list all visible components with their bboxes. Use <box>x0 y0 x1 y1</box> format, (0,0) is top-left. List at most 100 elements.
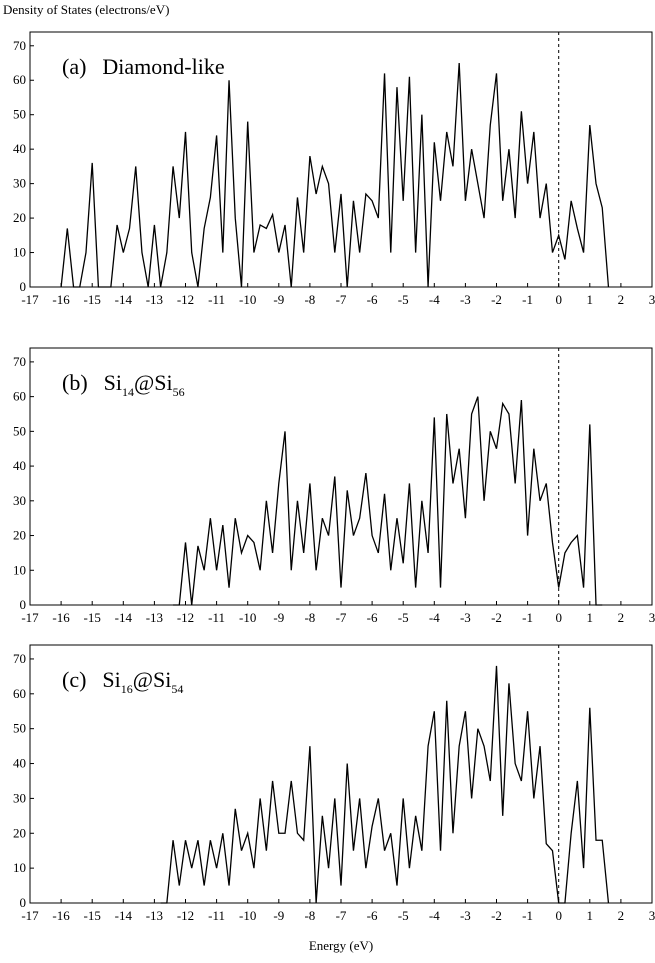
x-tick-label: -11 <box>208 610 225 625</box>
x-tick-label: -3 <box>460 292 471 307</box>
dos-line <box>60 62 610 288</box>
formula-subscript: 14 <box>122 385 134 399</box>
x-tick-label: -3 <box>460 908 471 923</box>
y-tick-label: 70 <box>13 651 26 666</box>
x-tick-label: -11 <box>208 908 225 923</box>
x-tick-label: -11 <box>208 292 225 307</box>
x-tick-label: -1 <box>522 908 533 923</box>
formula-part: @Si <box>133 667 172 692</box>
x-tick-label: -2 <box>491 610 502 625</box>
panel-id: (b) <box>62 370 88 395</box>
x-tick-label: -15 <box>84 292 101 307</box>
x-tick-label: -2 <box>491 908 502 923</box>
y-tick-label: 40 <box>13 141 26 156</box>
x-tick-label: -13 <box>146 610 163 625</box>
x-tick-label: 2 <box>618 908 625 923</box>
y-tick-label: 70 <box>13 38 26 53</box>
x-tick-label: -16 <box>52 908 70 923</box>
y-tick-label: 60 <box>13 72 26 87</box>
formula-subscript: 56 <box>173 385 185 399</box>
formula-part: Si <box>104 370 122 395</box>
x-tick-label: -5 <box>398 908 409 923</box>
x-tick-label: -16 <box>52 292 70 307</box>
y-tick-label: 0 <box>20 279 27 294</box>
x-tick-label: -8 <box>304 610 315 625</box>
formula-subscript: 16 <box>121 682 133 696</box>
x-tick-label: -14 <box>115 610 133 625</box>
y-axis-title: Density of States (electrons/eV) <box>3 2 169 17</box>
dos-line <box>173 396 603 606</box>
x-tick-label: 3 <box>649 292 655 307</box>
x-tick-label: -7 <box>336 610 347 625</box>
dos-line <box>160 665 610 904</box>
y-tick-label: 50 <box>13 721 26 736</box>
formula-subscript: 54 <box>171 682 183 696</box>
x-tick-label: -2 <box>491 292 502 307</box>
x-tick-label: 2 <box>618 610 625 625</box>
y-tick-label: 40 <box>13 458 26 473</box>
y-tick-label: 60 <box>13 389 26 404</box>
y-tick-label: 70 <box>13 354 26 369</box>
x-tick-label: -10 <box>239 610 256 625</box>
x-tick-label: 2 <box>618 292 625 307</box>
x-tick-label: -12 <box>177 610 194 625</box>
panel-label: (a) Diamond-like <box>62 54 225 79</box>
x-tick-label: -9 <box>273 908 284 923</box>
panel-id: (c) <box>62 667 86 692</box>
x-tick-label: -6 <box>367 292 378 307</box>
x-tick-label: -4 <box>429 908 440 923</box>
x-tick-label: 0 <box>555 610 562 625</box>
x-tick-label: -17 <box>21 292 39 307</box>
y-tick-label: 50 <box>13 423 26 438</box>
x-tick-label: 0 <box>555 908 562 923</box>
x-tick-label: -10 <box>239 908 256 923</box>
y-tick-label: 30 <box>13 790 26 805</box>
panel-label: (b) Si14@Si56 <box>62 370 185 399</box>
x-tick-label: -13 <box>146 908 163 923</box>
x-tick-label: -14 <box>115 292 133 307</box>
y-tick-label: 20 <box>13 210 26 225</box>
x-tick-label: 1 <box>587 908 594 923</box>
x-tick-label: -1 <box>522 292 533 307</box>
x-tick-label: -3 <box>460 610 471 625</box>
x-tick-label: -1 <box>522 610 533 625</box>
x-tick-label: -6 <box>367 908 378 923</box>
y-tick-label: 10 <box>13 245 26 260</box>
formula-part: Diamond-like <box>102 54 224 79</box>
x-tick-label: -9 <box>273 292 284 307</box>
x-tick-label: 1 <box>587 292 594 307</box>
x-tick-label: -7 <box>336 292 347 307</box>
x-tick-label: -17 <box>21 610 39 625</box>
y-tick-label: 10 <box>13 860 26 875</box>
panel-id: (a) <box>62 54 86 79</box>
x-tick-label: -5 <box>398 292 409 307</box>
x-tick-label: 1 <box>587 610 594 625</box>
x-tick-label: -4 <box>429 610 440 625</box>
x-tick-label: -7 <box>336 908 347 923</box>
x-tick-label: -14 <box>115 908 133 923</box>
y-tick-label: 50 <box>13 107 26 122</box>
x-tick-label: -6 <box>367 610 378 625</box>
x-axis-title: Energy (eV) <box>309 938 373 953</box>
x-tick-label: -10 <box>239 292 256 307</box>
x-tick-label: -5 <box>398 610 409 625</box>
x-tick-label: -9 <box>273 610 284 625</box>
x-tick-label: -12 <box>177 292 194 307</box>
y-tick-label: 30 <box>13 176 26 191</box>
x-tick-label: -16 <box>52 610 70 625</box>
x-tick-label: -8 <box>304 292 315 307</box>
y-tick-label: 20 <box>13 528 26 543</box>
y-tick-label: 10 <box>13 562 26 577</box>
x-tick-label: 0 <box>555 292 562 307</box>
x-tick-label: -15 <box>84 610 101 625</box>
formula-part: @Si <box>134 370 173 395</box>
x-tick-label: 3 <box>649 610 655 625</box>
y-tick-label: 30 <box>13 493 26 508</box>
y-tick-label: 0 <box>20 597 27 612</box>
panel-label: (c) Si16@Si54 <box>62 667 183 696</box>
y-tick-label: 40 <box>13 756 26 771</box>
x-tick-label: -13 <box>146 292 163 307</box>
x-tick-label: -12 <box>177 908 194 923</box>
y-tick-label: 0 <box>20 895 27 910</box>
